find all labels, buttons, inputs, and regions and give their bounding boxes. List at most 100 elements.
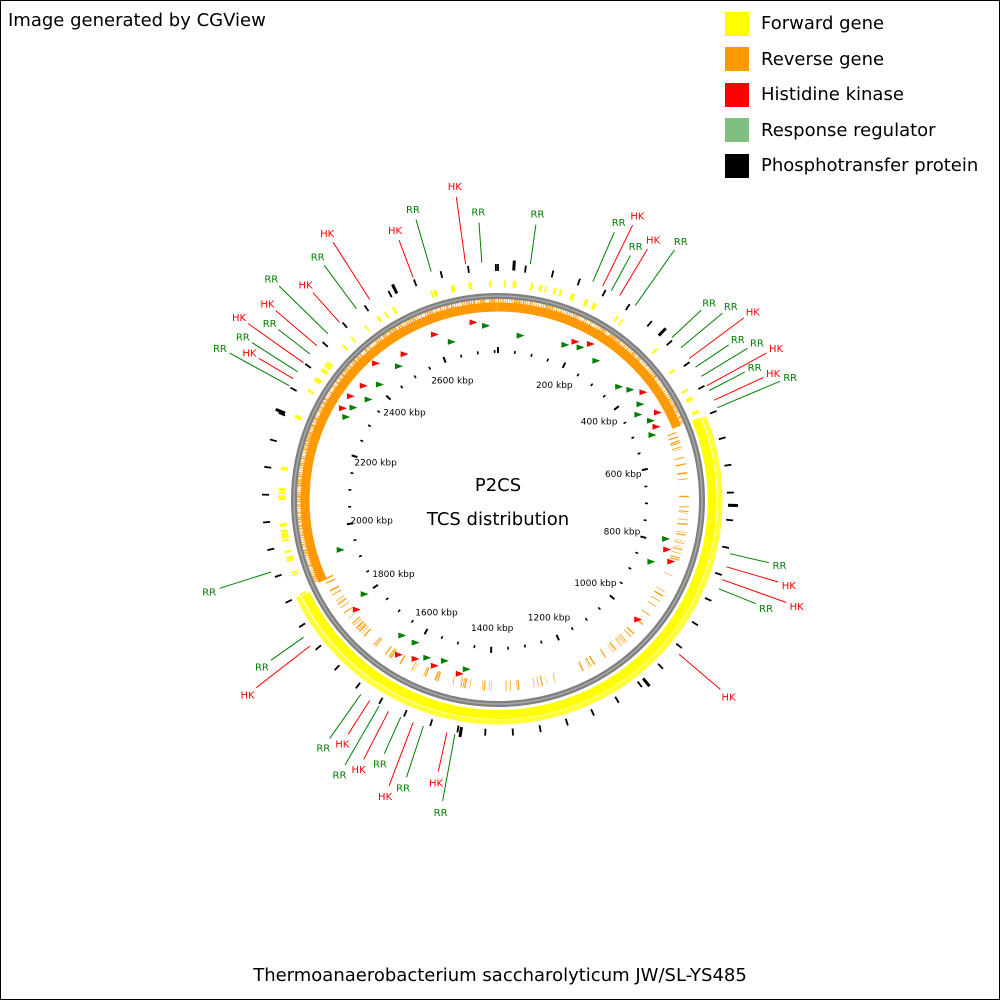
- reverse-gene: [624, 346, 630, 353]
- kbp-tick-label: 1600 kbp: [415, 608, 458, 618]
- reverse-gene: [389, 649, 398, 659]
- reverse-gene: [339, 376, 345, 381]
- kbp-tick: [576, 373, 580, 377]
- forward-gene: [666, 638, 673, 645]
- legend-item-histidine-kinase: Histidine kinase: [725, 77, 995, 113]
- reverse-gene: [357, 622, 366, 631]
- tcs-marker: [411, 639, 420, 646]
- forward-gene: [286, 557, 295, 563]
- reverse-gene: [661, 389, 667, 394]
- reverse-gene: [430, 310, 435, 317]
- forward-gene: [714, 460, 720, 465]
- forward-gene: [315, 376, 323, 383]
- forward-gene: [536, 715, 541, 722]
- legend-item-forward-gene: Forward gene: [725, 6, 995, 42]
- tcs-callout-line: [680, 312, 723, 349]
- kbp-tick-label: 2600 kbp: [431, 376, 474, 386]
- tcs-callout-label: HK: [646, 236, 661, 247]
- forward-gene: [325, 640, 332, 647]
- tcs-callout-line: [344, 705, 380, 766]
- reverse-gene: [614, 338, 619, 345]
- forward-gene: [667, 636, 675, 643]
- forward-gene: [351, 666, 358, 673]
- reverse-gene: [304, 444, 311, 448]
- forward-gene: [701, 416, 708, 422]
- tcs-marker: [516, 332, 525, 339]
- backbone-ring: [291, 293, 705, 707]
- tcs-marker: [447, 338, 456, 345]
- outer-feature-dash: [614, 696, 620, 704]
- reverse-gene: [353, 618, 362, 626]
- outer-feature-dash: [726, 518, 734, 522]
- tcs-marker: [423, 654, 432, 661]
- forward-gene: [335, 651, 342, 658]
- tcs-marker: [360, 591, 369, 598]
- tcs-marker: [440, 657, 449, 664]
- reverse-gene: [387, 331, 393, 337]
- tcs-callout-label: HK: [630, 211, 645, 222]
- outer-feature-dash: [564, 718, 569, 726]
- kbp-tick: [555, 634, 560, 641]
- forward-gene: [358, 671, 365, 678]
- kbp-tick: [619, 581, 623, 585]
- tcs-callout-label: RR: [724, 302, 738, 313]
- outer-feature-dash: [714, 571, 723, 576]
- forward-gene: [633, 670, 640, 677]
- reverse-gene: [614, 637, 622, 646]
- tcs-callout-line: [722, 579, 787, 603]
- reverse-gene: [609, 641, 617, 651]
- reverse-gene: [670, 405, 677, 410]
- forward-gene: [708, 559, 715, 565]
- tcs-callout-label: HK: [722, 693, 737, 704]
- tcs-marker: [339, 405, 347, 412]
- kbp-tick: [423, 628, 429, 635]
- reverse-gene: [434, 670, 440, 681]
- forward-gene: [703, 421, 710, 427]
- reverse-gene: [332, 384, 339, 390]
- outer-feature-dash: [704, 597, 712, 602]
- tcs-marker: [372, 360, 381, 367]
- kbp-tick: [428, 366, 432, 370]
- forward-gene: [689, 603, 696, 610]
- legend-swatch-forward-gene: [725, 11, 749, 36]
- tcs-callout-label: HK: [388, 226, 403, 237]
- reverse-gene: [357, 355, 363, 361]
- reverse-gene: [585, 657, 592, 667]
- reverse-gene-block: [497, 302, 681, 429]
- tcs-marker: [647, 558, 656, 565]
- tcs-callout-line: [678, 654, 721, 690]
- legend-label: Reverse gene: [761, 48, 885, 70]
- reverse-gene: [325, 578, 336, 584]
- forward-gene: [619, 681, 625, 688]
- phosphotransfer-mark: [391, 283, 399, 295]
- tcs-callout-line: [278, 329, 311, 355]
- tcs-marker: [346, 393, 355, 400]
- kbp-tick: [397, 609, 401, 613]
- tcs-callout-line: [706, 352, 767, 387]
- reverse-gene: [626, 348, 631, 354]
- tcs-callout-line: [415, 219, 432, 272]
- tcs-callout-line: [388, 722, 414, 787]
- reverse-gene: [619, 342, 624, 348]
- forward-gene: [624, 677, 630, 684]
- outer-feature-dash: [697, 384, 705, 390]
- outer-feature-dash: [304, 363, 312, 369]
- kbp-tick: [628, 566, 632, 570]
- tcs-callout-label: RR: [612, 218, 626, 229]
- reverse-gene: [606, 333, 612, 340]
- forward-gene: [703, 573, 710, 579]
- forward-gene: [327, 642, 334, 649]
- phosphotransfer-mark: [275, 408, 286, 415]
- outer-feature-dash: [439, 270, 444, 279]
- forward-gene: [677, 624, 684, 630]
- tcs-callout-line: [329, 694, 362, 739]
- kbp-tick: [440, 635, 444, 640]
- forward-gene: [598, 693, 604, 700]
- reverse-gene: [385, 332, 390, 339]
- forward-gene: [614, 684, 620, 691]
- legend-item-reverse-gene: Reverse gene: [725, 42, 995, 78]
- outer-feature-dash: [691, 620, 699, 627]
- forward-gene: [353, 668, 360, 675]
- kbp-tick: [561, 362, 567, 369]
- reverse-gene: [367, 346, 373, 352]
